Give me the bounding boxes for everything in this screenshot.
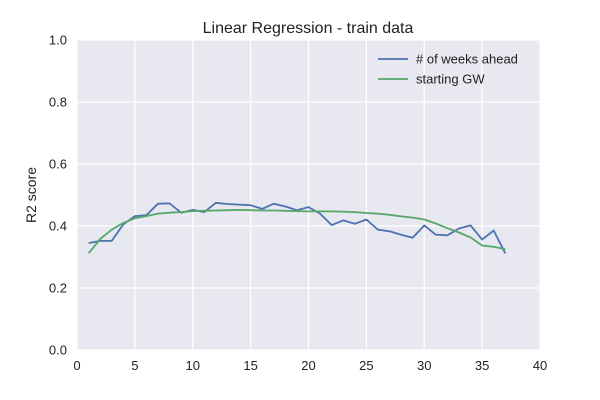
x-tick-label: 10	[186, 358, 200, 373]
x-tick-label: 40	[533, 358, 547, 373]
y-tick-labels: 0.0 0.2 0.4 0.6 0.8 1.0	[49, 33, 67, 358]
x-tick-label: 0	[73, 358, 80, 373]
x-tick-label: 25	[359, 358, 373, 373]
legend: # of weeks ahead starting GW	[378, 52, 518, 87]
series-line-2	[87, 208, 506, 254]
x-tick-label: 35	[475, 358, 489, 373]
y-tick-label: 0.8	[49, 95, 67, 110]
y-tick-label: 1.0	[49, 33, 67, 48]
x-tick-label: 30	[417, 358, 431, 373]
series-group	[87, 201, 507, 254]
y-tick-label: 0.2	[49, 281, 67, 296]
y-tick-label: 0.6	[49, 157, 67, 172]
legend-label-2: starting GW	[416, 72, 485, 87]
x-tick-label: 5	[131, 358, 138, 373]
y-tick-label: 0.4	[49, 219, 67, 234]
grid-lines	[76, 39, 541, 351]
y-tick-label: 0.0	[49, 343, 67, 358]
chart-title: Linear Regression - train data	[203, 20, 414, 37]
legend-label-1: # of weeks ahead	[416, 52, 518, 67]
y-axis-label: R2 score	[23, 167, 39, 223]
x-tick-label: 15	[243, 358, 257, 373]
x-tick-labels: 0 5 10 15 20 25 30 35 40	[73, 358, 547, 373]
x-tick-label: 20	[301, 358, 315, 373]
